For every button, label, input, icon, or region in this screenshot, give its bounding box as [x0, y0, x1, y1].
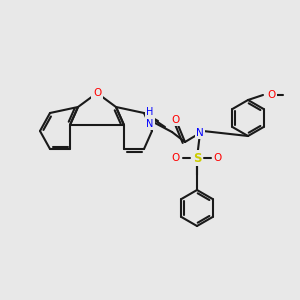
Text: O: O	[93, 88, 101, 98]
Text: O: O	[214, 153, 222, 163]
Text: O: O	[172, 153, 180, 163]
Text: O: O	[268, 90, 276, 100]
Text: N: N	[196, 128, 204, 138]
Text: S: S	[193, 152, 201, 164]
Text: O: O	[172, 115, 180, 125]
Text: H
N: H N	[146, 107, 154, 129]
